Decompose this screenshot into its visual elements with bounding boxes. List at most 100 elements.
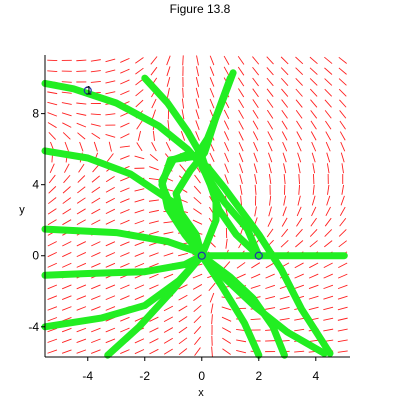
field-segment bbox=[134, 198, 145, 203]
field-segment bbox=[238, 141, 244, 152]
field-segment bbox=[62, 122, 72, 128]
field-segment bbox=[62, 241, 72, 247]
field-segment bbox=[252, 66, 260, 76]
field-segment bbox=[266, 109, 274, 119]
field-segment bbox=[295, 99, 303, 108]
field-segment bbox=[323, 284, 334, 290]
field-segment bbox=[61, 91, 72, 94]
field-segment bbox=[281, 88, 289, 97]
field-segment bbox=[224, 174, 229, 184]
field-segment bbox=[237, 66, 245, 76]
field-segment bbox=[47, 306, 58, 311]
field-segment bbox=[268, 174, 272, 185]
field-segment bbox=[324, 88, 333, 97]
field-segment bbox=[163, 316, 174, 323]
field-segment bbox=[136, 142, 143, 152]
field-segment bbox=[76, 338, 87, 344]
field-segment bbox=[178, 305, 188, 312]
field-segment bbox=[76, 349, 87, 354]
field-segment bbox=[163, 221, 174, 224]
field-segment bbox=[105, 175, 115, 183]
field-segment bbox=[148, 209, 159, 213]
field-segment bbox=[325, 120, 332, 130]
direction-field bbox=[47, 55, 348, 357]
field-segment bbox=[136, 120, 143, 130]
field-segment bbox=[337, 273, 348, 279]
field-segment bbox=[105, 113, 116, 116]
field-segment bbox=[323, 306, 334, 311]
field-segment bbox=[324, 110, 332, 119]
field-segment bbox=[178, 326, 188, 334]
field-segment bbox=[105, 134, 116, 138]
field-segment bbox=[163, 327, 174, 333]
field-segment bbox=[134, 252, 145, 257]
field-segment bbox=[209, 77, 215, 87]
field-segment bbox=[76, 112, 87, 116]
field-segment bbox=[308, 306, 319, 311]
field-segment bbox=[339, 217, 347, 227]
field-segment bbox=[192, 284, 203, 290]
field-segment bbox=[91, 186, 101, 194]
field-segment bbox=[223, 66, 230, 76]
field-segment bbox=[76, 306, 87, 311]
field-segment bbox=[64, 163, 70, 173]
field-segment bbox=[282, 141, 288, 152]
field-segment bbox=[295, 56, 304, 65]
field-segment bbox=[280, 240, 289, 248]
field-segment bbox=[266, 56, 274, 65]
field-segment bbox=[149, 263, 159, 268]
field-segment bbox=[281, 109, 288, 119]
field-segment bbox=[252, 109, 259, 119]
field-segment bbox=[225, 238, 228, 249]
field-segment bbox=[120, 155, 130, 160]
field-segment bbox=[134, 188, 145, 192]
field-segment bbox=[266, 88, 274, 97]
field-segment bbox=[47, 70, 58, 73]
field-segment bbox=[90, 113, 101, 116]
field-segment bbox=[196, 55, 199, 66]
field-segment bbox=[79, 141, 84, 152]
field-segment bbox=[120, 79, 130, 85]
field-segment bbox=[76, 197, 86, 204]
field-segment bbox=[283, 163, 287, 174]
field-segment bbox=[294, 328, 305, 332]
field-segment bbox=[309, 240, 318, 248]
field-segment bbox=[237, 77, 245, 87]
field-segment bbox=[193, 326, 202, 335]
field-segment bbox=[149, 327, 159, 333]
field-segment bbox=[312, 184, 315, 195]
field-segment bbox=[309, 56, 318, 65]
field-segment bbox=[90, 123, 101, 127]
x-axis-label: x bbox=[198, 387, 204, 399]
field-segment bbox=[163, 337, 173, 344]
field-segment bbox=[339, 131, 346, 141]
field-segment bbox=[281, 99, 289, 108]
field-segment bbox=[254, 174, 258, 185]
field-segment bbox=[167, 87, 170, 98]
field-segment bbox=[192, 273, 203, 279]
field-segment bbox=[269, 195, 272, 206]
x-tick-label: -4 bbox=[82, 369, 93, 383]
field-segment bbox=[120, 122, 130, 128]
field-segment bbox=[179, 164, 187, 173]
field-segment bbox=[62, 208, 72, 215]
field-segment bbox=[47, 349, 58, 354]
field-segment bbox=[120, 57, 130, 63]
x-tick-label: 2 bbox=[255, 369, 262, 383]
field-segment bbox=[62, 186, 71, 194]
field-segment bbox=[151, 142, 157, 152]
field-segment bbox=[296, 131, 302, 141]
field-segment bbox=[61, 81, 72, 83]
field-segment bbox=[224, 163, 229, 174]
field-segment bbox=[76, 241, 87, 247]
field-segment bbox=[163, 252, 174, 257]
field-segment bbox=[326, 163, 330, 174]
field-segment bbox=[265, 262, 275, 269]
field-segment bbox=[253, 163, 258, 174]
field-segment bbox=[77, 175, 86, 183]
field-segment bbox=[211, 346, 213, 357]
field-segment bbox=[337, 306, 348, 311]
field-segment bbox=[148, 177, 159, 181]
field-segment bbox=[149, 316, 159, 322]
